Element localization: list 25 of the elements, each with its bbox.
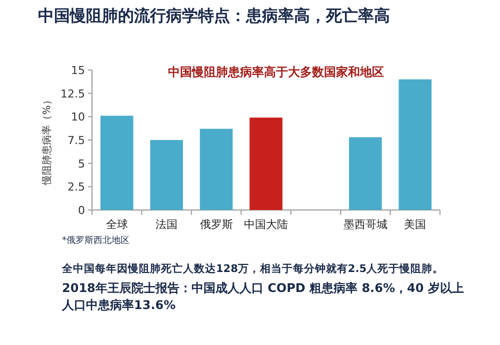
x-tick-label: 俄罗斯 — [200, 218, 233, 231]
bar — [398, 79, 432, 210]
text: 2018年王辰院士报告：中国成人人口 COPD 粗患病率 8.6%，40 岁以上人口中患病率13.6% — [62, 280, 465, 314]
y-tick-label: 10 — [71, 110, 85, 124]
bar — [250, 118, 282, 210]
y-tick-label: 2.5 — [68, 180, 85, 194]
y-axis-title: 慢阻肺患病率（%） — [41, 95, 53, 186]
bar — [150, 140, 183, 210]
x-tick-label: 中国大陆 — [244, 218, 288, 231]
text: 全中国每年因慢阻肺死亡人数达128万，相当于每分钟就有2.5人死于慢阻肺。 — [62, 262, 445, 276]
bar — [100, 116, 134, 210]
chart-subtitle: 中国慢阻肺患病率高于大多数国家和地区 — [168, 65, 384, 79]
y-tick-label: 0 — [78, 204, 85, 217]
x-tick-label: 法国 — [156, 218, 178, 231]
x-tick-label: 墨西哥城 — [343, 218, 388, 231]
x-tick-label: 全球 — [106, 218, 128, 231]
y-tick-label: 7.5 — [68, 134, 85, 147]
x-tick-label: 美国 — [404, 218, 426, 231]
bar — [200, 128, 233, 210]
y-tick-label: 5 — [78, 157, 85, 170]
text: *俄罗斯西北地区 — [62, 234, 130, 247]
bar — [349, 137, 382, 210]
y-tick-label: 15 — [71, 64, 85, 77]
title: 中国慢阻肺的流行病学特点：患病率高，死亡率高 — [38, 6, 390, 27]
y-tick-label: 12.5 — [60, 87, 85, 100]
